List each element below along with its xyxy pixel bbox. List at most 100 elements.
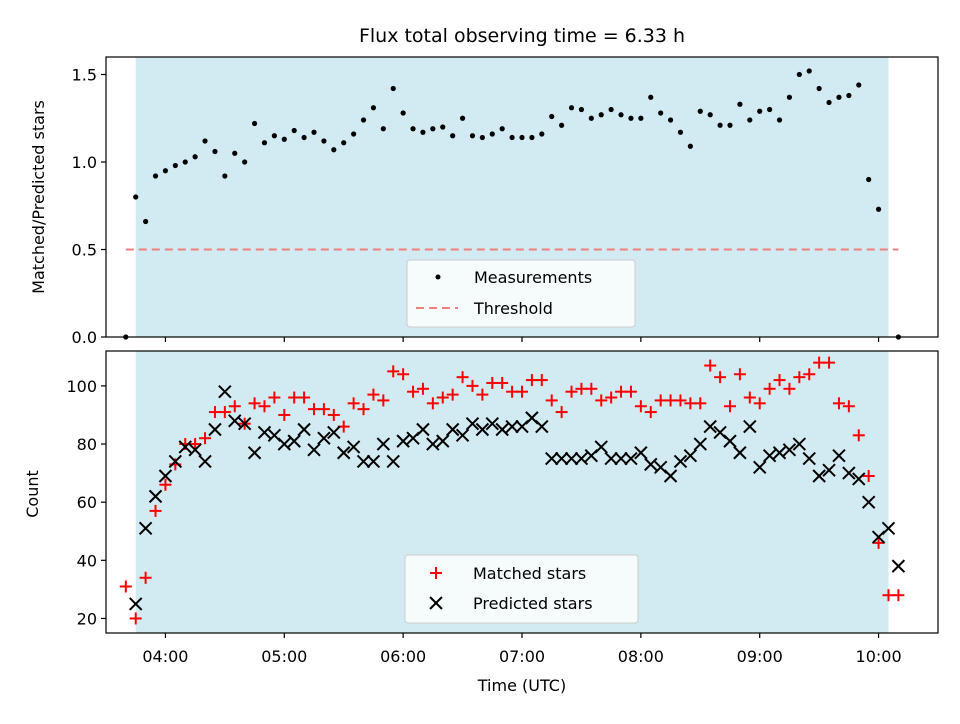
measurement-point xyxy=(856,82,862,88)
matched-star-point xyxy=(377,394,390,407)
legend-threshold-label: Threshold xyxy=(473,299,553,318)
predicted-star-point xyxy=(842,466,856,480)
matched-star-point xyxy=(119,580,132,593)
matched-star-point xyxy=(476,388,489,401)
predicted-star-point xyxy=(386,454,400,469)
matched-star-point xyxy=(139,571,152,584)
bottom-panel: 20 40 60 80 100 04:00 05:00 06:00 07:00 08:00 09:0… xyxy=(23,350,939,695)
predicted-star-point xyxy=(426,437,440,451)
measurement-point xyxy=(588,115,594,121)
measurement-point xyxy=(707,112,713,118)
measurement-point xyxy=(846,92,852,99)
measurement-point xyxy=(182,159,188,165)
measurement-point xyxy=(360,117,367,123)
bottom-x-tick-label: 08:00 xyxy=(618,647,664,666)
matched-star-point xyxy=(218,406,231,419)
predicted-star-point xyxy=(168,454,183,469)
measurement-point xyxy=(232,150,238,156)
predicted-star-point xyxy=(782,443,797,457)
measurement-point xyxy=(687,143,693,149)
predicted-star-point xyxy=(693,437,707,451)
top-data-marks xyxy=(123,68,901,340)
matched-star-point xyxy=(793,371,806,384)
matched-star-point xyxy=(278,408,291,421)
matched-star-point xyxy=(347,397,360,410)
matched-star-point xyxy=(189,438,202,451)
predicted-star-point xyxy=(445,422,460,437)
predicted-star-point xyxy=(317,431,331,445)
measurement-point xyxy=(826,99,832,106)
matched-star-point xyxy=(496,376,509,389)
predicted-star-point xyxy=(545,451,559,466)
matched-star-point xyxy=(783,382,796,395)
matched-star-point xyxy=(832,397,845,410)
predicted-star-point xyxy=(237,416,252,431)
predicted-star-point xyxy=(535,419,549,434)
matched-star-point xyxy=(466,379,479,392)
predicted-star-point xyxy=(178,440,192,454)
matched-star-point xyxy=(456,371,469,384)
predicted-star-point xyxy=(208,422,222,437)
measurement-point xyxy=(727,122,733,128)
matched-star-point xyxy=(436,391,449,404)
top-title: Flux total observing time = 6.33 h xyxy=(359,25,685,47)
matched-star-point xyxy=(694,397,707,410)
predicted-star-point xyxy=(792,437,807,451)
bottom-x-axis-label: Time (UTC) xyxy=(477,676,566,695)
predicted-star-point xyxy=(356,454,371,469)
measurement-point xyxy=(519,134,525,141)
matched-star-point xyxy=(228,400,241,413)
measurement-point xyxy=(281,136,287,142)
measurement-point xyxy=(539,131,545,137)
predicted-star-point xyxy=(703,419,717,434)
matched-star-point xyxy=(555,406,568,419)
measurement-point xyxy=(816,85,822,92)
predicted-star-point xyxy=(832,448,846,463)
matched-star-point xyxy=(149,504,162,517)
predicted-star-point xyxy=(307,443,321,457)
matched-star-point xyxy=(714,371,727,384)
measurement-point xyxy=(479,134,485,141)
measurement-point xyxy=(459,115,466,121)
measurement-point xyxy=(489,131,495,137)
predicted-star-point xyxy=(822,463,836,477)
matched-star-point xyxy=(823,356,836,369)
predicted-star-point xyxy=(634,446,648,460)
predicted-star-point xyxy=(505,419,519,434)
bottom-y-axis-label: Count xyxy=(23,470,42,518)
predicted-star-point xyxy=(436,434,450,448)
matched-star-point xyxy=(565,385,578,398)
measurement-point xyxy=(410,126,416,132)
predicted-star-point xyxy=(723,434,737,448)
measurement-point xyxy=(866,176,872,183)
matched-star-point xyxy=(733,368,746,381)
matched-star-point xyxy=(416,382,429,395)
predicted-star-point xyxy=(366,454,381,469)
measurement-point xyxy=(321,138,327,144)
measurement-point xyxy=(380,126,386,132)
predicted-star-point xyxy=(198,454,212,469)
measurement-point xyxy=(737,101,743,107)
predicted-star-point xyxy=(574,451,589,466)
predicted-star-point xyxy=(614,451,628,466)
measurement-point xyxy=(786,94,793,100)
top-y-tick-label: 1.5 xyxy=(72,66,97,85)
bottom-ticks: 20 40 60 80 100 04:00 05:00 06:00 07:00 08:00 09:0… xyxy=(66,377,901,666)
predicted-star-point xyxy=(802,451,816,466)
matched-star-point xyxy=(724,400,736,413)
matched-star-point xyxy=(367,388,380,401)
measurement-point xyxy=(618,112,624,118)
measurement-point xyxy=(351,131,357,137)
measurement-point xyxy=(162,168,169,174)
predicted-star-point xyxy=(485,416,499,431)
measurement-point xyxy=(390,85,396,92)
predicted-star-point xyxy=(604,451,618,466)
predicted-star-point xyxy=(228,414,242,428)
matched-star-point xyxy=(753,397,766,410)
measurement-point xyxy=(420,129,426,135)
predicted-star-point xyxy=(644,457,658,472)
predicted-star-point xyxy=(881,521,896,536)
matched-star-point xyxy=(803,368,816,381)
matched-star-point xyxy=(624,385,637,398)
matched-star-point xyxy=(248,397,261,410)
